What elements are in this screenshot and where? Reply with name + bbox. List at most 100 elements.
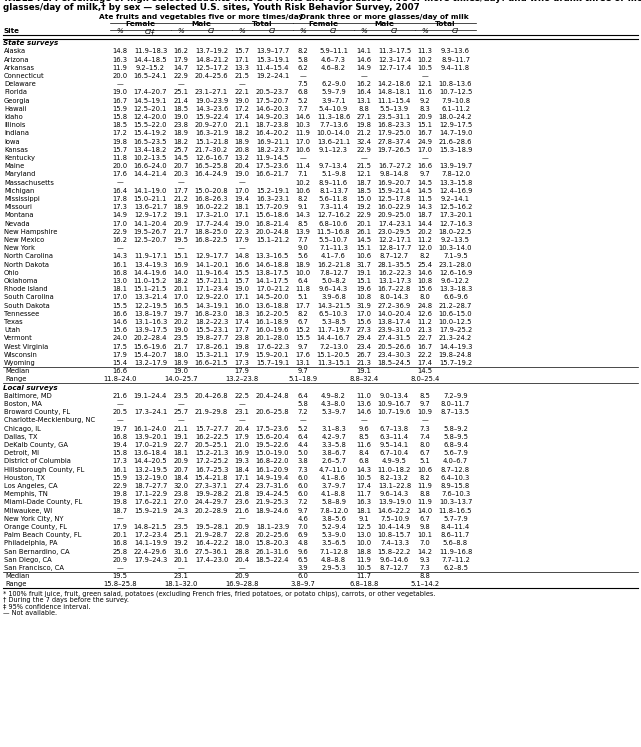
Text: Milwaukee, WI: Milwaukee, WI — [4, 507, 52, 513]
Text: New York City, NY: New York City, NY — [4, 515, 63, 521]
Text: 16.2: 16.2 — [113, 237, 128, 243]
Text: 20.7: 20.7 — [174, 466, 188, 473]
Text: 16.0–22.9: 16.0–22.9 — [378, 204, 411, 210]
Text: 20.9–27.0: 20.9–27.0 — [195, 122, 228, 128]
Text: 10.2–13.5: 10.2–13.5 — [134, 155, 167, 161]
Text: 16.4: 16.4 — [112, 187, 128, 193]
Text: 19.7: 19.7 — [113, 426, 128, 432]
Text: Philadelphia, PA: Philadelphia, PA — [4, 540, 58, 546]
Text: 12.8–17.7: 12.8–17.7 — [378, 245, 411, 251]
Text: 6.1–11.2: 6.1–11.2 — [441, 105, 470, 112]
Text: 7.2: 7.2 — [297, 499, 308, 505]
Text: 8.9–11.7: 8.9–11.7 — [441, 57, 470, 63]
Text: 19.0: 19.0 — [174, 327, 188, 333]
Text: 4.6–7.3: 4.6–7.3 — [321, 57, 346, 63]
Text: Florida: Florida — [4, 90, 27, 96]
Text: 20.2–25.6: 20.2–25.6 — [256, 532, 289, 538]
Text: 17.1–23.4: 17.1–23.4 — [195, 286, 228, 292]
Text: 17.9: 17.9 — [113, 352, 128, 358]
Text: —: — — [178, 565, 185, 571]
Text: —: — — [178, 418, 185, 424]
Text: West Virginia: West Virginia — [4, 344, 48, 350]
Text: 4.6: 4.6 — [297, 515, 308, 521]
Text: 9.2: 9.2 — [420, 98, 430, 104]
Text: 10.0–14.0: 10.0–14.0 — [317, 130, 351, 136]
Text: 15.2–19.1: 15.2–19.1 — [256, 187, 289, 193]
Text: 12.7–16.3: 12.7–16.3 — [439, 220, 472, 226]
Text: 6.4: 6.4 — [297, 434, 308, 440]
Text: —: — — [178, 179, 185, 185]
Text: Median: Median — [5, 368, 29, 374]
Text: 17.8: 17.8 — [113, 196, 128, 202]
Text: 16.2–21.8: 16.2–21.8 — [317, 261, 350, 267]
Text: 20.6–25.8: 20.6–25.8 — [256, 409, 289, 415]
Text: 12.9–17.2: 12.9–17.2 — [134, 212, 167, 218]
Text: CI: CI — [452, 28, 459, 34]
Text: 11.2: 11.2 — [417, 237, 433, 243]
Text: Indiana: Indiana — [4, 130, 29, 136]
Text: 14.2: 14.2 — [417, 548, 433, 554]
Text: 12.6: 12.6 — [417, 311, 433, 317]
Text: 23.1: 23.1 — [235, 409, 249, 415]
Text: 11.9: 11.9 — [417, 483, 433, 489]
Text: 31.7: 31.7 — [356, 261, 371, 267]
Text: 19.4–24.5: 19.4–24.5 — [256, 491, 289, 497]
Text: Connecticut: Connecticut — [4, 73, 45, 79]
Text: 7.2–9.9: 7.2–9.9 — [443, 393, 468, 399]
Text: 11.8: 11.8 — [296, 286, 310, 292]
Text: 7.9–10.8: 7.9–10.8 — [441, 98, 470, 104]
Text: Memphis, TN: Memphis, TN — [4, 491, 47, 497]
Text: Median: Median — [5, 573, 29, 579]
Text: 11.7: 11.7 — [356, 491, 371, 497]
Text: 11.9–16.8: 11.9–16.8 — [439, 548, 472, 554]
Text: 5.8–9.2: 5.8–9.2 — [443, 426, 468, 432]
Text: 19.1: 19.1 — [356, 368, 371, 374]
Text: 4.7–11.0: 4.7–11.0 — [319, 466, 348, 473]
Text: 10.9: 10.9 — [417, 409, 433, 415]
Text: 21.1: 21.1 — [235, 122, 249, 128]
Text: Palm Beach County, FL: Palm Beach County, FL — [4, 532, 81, 538]
Text: 10.6: 10.6 — [356, 253, 372, 259]
Text: 3.9: 3.9 — [297, 565, 308, 571]
Text: 18.0: 18.0 — [174, 352, 188, 358]
Text: 27.5–36.1: 27.5–36.1 — [195, 548, 228, 554]
Text: 17.3: 17.3 — [113, 459, 128, 465]
Text: 3.9–7.1: 3.9–7.1 — [321, 98, 345, 104]
Text: 9.0: 9.0 — [297, 245, 308, 251]
Text: 16.7: 16.7 — [417, 344, 433, 350]
Text: 7.7: 7.7 — [297, 237, 308, 243]
Text: Texas: Texas — [4, 319, 22, 325]
Text: 9.8: 9.8 — [420, 524, 430, 530]
Text: 20.9: 20.9 — [113, 557, 128, 562]
Text: —: — — [299, 155, 306, 161]
Text: 16.2–22.5: 16.2–22.5 — [195, 434, 228, 440]
Text: 19.0: 19.0 — [235, 286, 249, 292]
Text: DeKalb County, GA: DeKalb County, GA — [4, 442, 68, 448]
Text: —: — — [117, 245, 123, 251]
Text: 15.5: 15.5 — [112, 303, 128, 309]
Text: 18.9: 18.9 — [235, 138, 249, 144]
Text: 16.3–23.1: 16.3–23.1 — [256, 196, 289, 202]
Text: 17.1: 17.1 — [235, 57, 249, 63]
Text: 21.3: 21.3 — [417, 327, 433, 333]
Text: 13.9–19.0: 13.9–19.0 — [378, 499, 411, 505]
Text: 17.4–20.7: 17.4–20.7 — [134, 90, 167, 96]
Text: 20.5–23.7: 20.5–23.7 — [256, 90, 289, 96]
Text: %: % — [361, 28, 367, 34]
Text: 20.5–26.6: 20.5–26.6 — [378, 344, 412, 350]
Text: 10.4–14.9: 10.4–14.9 — [378, 524, 412, 530]
Text: 15.6: 15.6 — [112, 327, 128, 333]
Text: 2.6–5.7: 2.6–5.7 — [321, 459, 346, 465]
Text: 6.5: 6.5 — [297, 557, 308, 562]
Text: 4.6–8.2: 4.6–8.2 — [321, 65, 346, 71]
Text: 27.3–37.1: 27.3–37.1 — [195, 483, 228, 489]
Text: 8.0–25.4: 8.0–25.4 — [410, 376, 440, 382]
Text: 12.3–17.4: 12.3–17.4 — [378, 57, 411, 63]
Text: TABLE 71. Percentage of high school students who ate fruits and vegetables* five: TABLE 71. Percentage of high school stud… — [3, 0, 641, 3]
Text: 18.9: 18.9 — [174, 360, 188, 366]
Text: —: — — [422, 73, 428, 79]
Text: 17.4: 17.4 — [417, 360, 433, 366]
Text: 17.7: 17.7 — [174, 187, 188, 193]
Text: 25.4: 25.4 — [417, 261, 433, 267]
Text: 22.5: 22.5 — [235, 393, 249, 399]
